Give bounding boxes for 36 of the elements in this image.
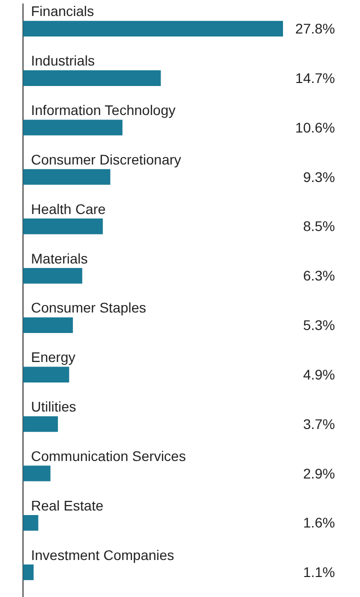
bar bbox=[23, 466, 50, 482]
y-tick-label: Consumer Discretionary bbox=[31, 151, 182, 168]
y-tick-label: Health Care bbox=[31, 200, 106, 217]
bar bbox=[23, 515, 38, 531]
bar bbox=[23, 169, 110, 185]
y-tick-label: Industrials bbox=[31, 52, 95, 69]
data-label: 8.5% bbox=[303, 218, 335, 234]
y-tick-label: Real Estate bbox=[31, 497, 104, 514]
bar bbox=[23, 218, 103, 234]
bar bbox=[23, 416, 58, 432]
y-tick-label: Consumer Staples bbox=[31, 300, 146, 316]
data-label: 5.3% bbox=[303, 317, 335, 334]
bar bbox=[23, 366, 70, 382]
y-tick-label: Financials bbox=[31, 3, 94, 20]
y-tick-label: Energy bbox=[31, 349, 76, 366]
y-tick-label: Investment Companies bbox=[31, 546, 174, 563]
data-label: 3.7% bbox=[303, 416, 335, 432]
bar bbox=[23, 70, 161, 86]
data-label: 4.9% bbox=[303, 366, 335, 382]
data-label: 27.8% bbox=[295, 20, 335, 37]
bar bbox=[23, 120, 122, 136]
bar bbox=[23, 20, 283, 37]
data-label: 1.1% bbox=[303, 564, 335, 580]
bar bbox=[23, 268, 82, 284]
data-label: 14.7% bbox=[295, 70, 335, 86]
y-tick-label: Utilities bbox=[31, 398, 76, 415]
data-label: 10.6% bbox=[295, 119, 335, 136]
y-tick-label: Communication Services bbox=[31, 448, 186, 464]
y-tick-label: Information Technology bbox=[31, 102, 176, 118]
data-label: 2.9% bbox=[303, 465, 335, 482]
data-label: 6.3% bbox=[303, 268, 335, 284]
data-label: 1.6% bbox=[303, 514, 335, 531]
bar bbox=[23, 564, 34, 580]
data-label: 9.3% bbox=[303, 168, 335, 185]
bar bbox=[23, 317, 73, 334]
y-tick-label: Materials bbox=[31, 250, 88, 266]
